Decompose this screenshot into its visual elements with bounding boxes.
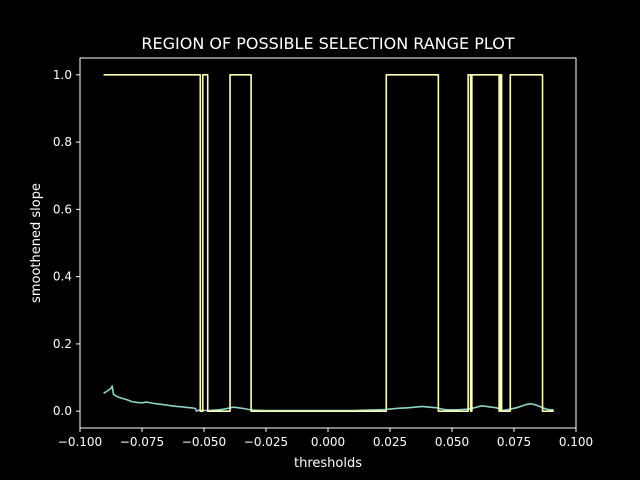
x-tick-label: −0.025 <box>244 435 288 449</box>
y-axis: 0.0 0.2 0.4 0.6 0.8 1.0 <box>53 68 80 418</box>
x-tick-label: 0.100 <box>559 435 593 449</box>
y-tick-label: 0.4 <box>53 270 72 284</box>
y-tick-label: 0.8 <box>53 135 72 149</box>
x-tick-label: 0.025 <box>373 435 407 449</box>
plot-area <box>103 74 554 412</box>
chart-title: REGION OF POSSIBLE SELECTION RANGE PLOT <box>141 34 514 53</box>
series-line-2 <box>103 74 554 412</box>
x-axis: −0.100 −0.075 −0.050 −0.025 0.000 0.025 0.050 0… <box>58 428 593 449</box>
x-tick-label: 0.050 <box>435 435 469 449</box>
y-tick-label: 0.2 <box>53 337 72 351</box>
y-tick-label: 0.6 <box>53 202 72 216</box>
y-tick-label: 1.0 <box>53 68 72 82</box>
x-tick-label: −0.050 <box>182 435 226 449</box>
y-axis-label: smoothened slope <box>29 183 44 303</box>
y-tick-label: 0.0 <box>53 404 72 418</box>
x-tick-label: −0.075 <box>120 435 164 449</box>
x-axis-label: thresholds <box>294 456 362 471</box>
x-tick-label: 0.000 <box>311 435 345 449</box>
x-tick-label: 0.075 <box>497 435 531 449</box>
x-tick-label: −0.100 <box>58 435 102 449</box>
